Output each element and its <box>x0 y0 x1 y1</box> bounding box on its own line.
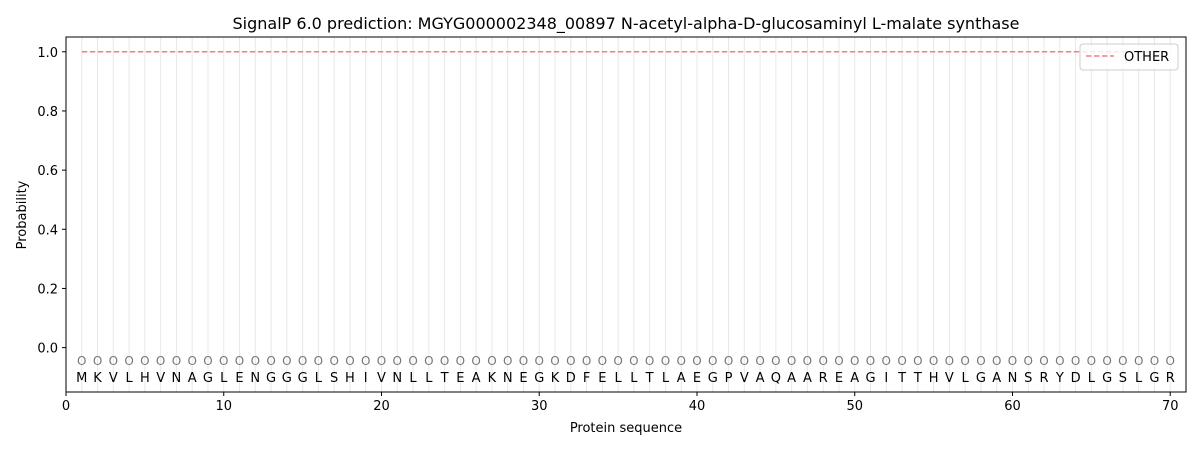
x-tick-label: 50 <box>846 399 863 414</box>
x-tick-label: 30 <box>531 399 548 414</box>
legend-box <box>1079 43 1179 71</box>
x-tick-label: 0 <box>62 399 70 414</box>
position-gridlines <box>81 37 1171 392</box>
y-tick-label: 0.4 <box>37 223 58 238</box>
x-tick-label: 70 <box>1162 399 1179 414</box>
axes: 0 10 20 30 40 50 60 70 0.0 0.2 0.4 0.6 0.8 1.0 <box>37 46 1178 414</box>
x-tick-label: 10 <box>215 399 232 414</box>
x-axis-label: Protein sequence <box>570 421 682 436</box>
x-tick-label: 40 <box>689 399 706 414</box>
y-tick-label: 0.8 <box>37 105 58 120</box>
legend: OTHER <box>1079 43 1179 71</box>
y-tick-label: 0.6 <box>37 164 58 179</box>
y-tick-label: 0.2 <box>37 282 58 297</box>
y-tick-label: 1.0 <box>37 46 58 61</box>
position-labels: OOOOOOOOOOOOOOOOOOOOOOOOOOOOOOOOOOOOOOOO… <box>77 354 1175 368</box>
plot-frame <box>65 36 1187 393</box>
legend-label-other: OTHER <box>1124 50 1169 65</box>
x-tick-label: 60 <box>1004 399 1021 414</box>
chart-title: SignalP 6.0 prediction: MGYG000002348_00… <box>233 14 1020 34</box>
y-axis-label: Probability <box>15 180 30 249</box>
residue-sequence: MKVLHVNAGLENGGGLSHIVNLLTEAKNEGKDFELLTLAE… <box>76 371 1175 386</box>
x-tick-label: 20 <box>373 399 390 414</box>
y-tick-label: 0.0 <box>37 342 58 357</box>
